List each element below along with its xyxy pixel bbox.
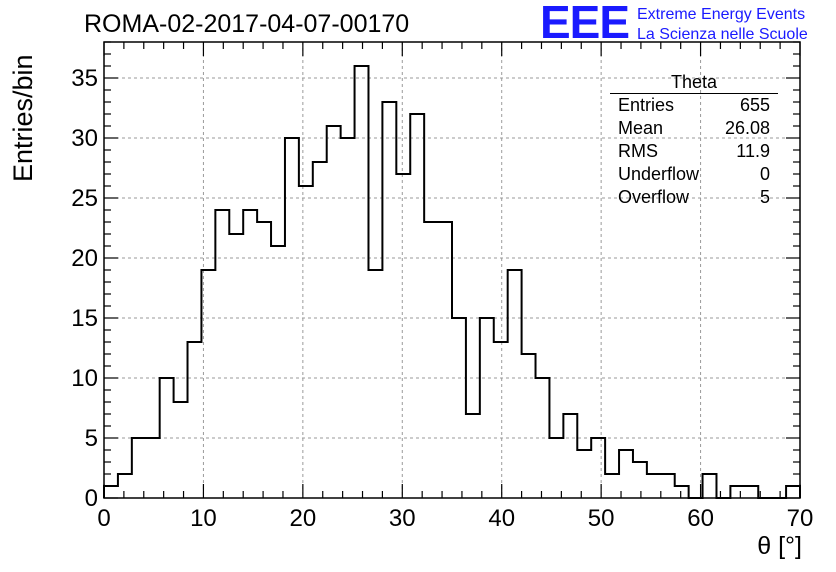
stats-value: 5 xyxy=(759,187,770,207)
axis-ticks xyxy=(103,41,801,499)
stats-row-entries: Entries 655 xyxy=(610,94,778,117)
histogram-line xyxy=(103,65,801,499)
y-tick-label: 0 xyxy=(85,485,98,512)
logo-line-2: La Scienza nelle Scuole xyxy=(637,26,808,43)
stats-value: 655 xyxy=(739,95,770,115)
x-tick-label: 30 xyxy=(389,505,416,532)
stats-value: 26.08 xyxy=(724,118,770,138)
x-tick-label: 0 xyxy=(97,505,110,532)
x-tick-label: 10 xyxy=(190,505,217,532)
logo-text: Extreme Energy Events La Scienza nelle S… xyxy=(637,5,808,45)
stats-value: 0 xyxy=(759,164,770,184)
stats-row-overflow: Overflow 5 xyxy=(610,186,778,209)
logo-mark: EEE xyxy=(540,0,630,48)
y-tick-label: 25 xyxy=(71,185,98,212)
stats-label: RMS xyxy=(618,141,658,161)
stats-label: Entries xyxy=(618,95,675,115)
x-tick-label: 40 xyxy=(488,505,515,532)
y-tick-label: 35 xyxy=(71,65,98,92)
stats-label: Underflow xyxy=(618,164,700,184)
stats-row-rms: RMS 11.9 xyxy=(610,140,778,163)
histogram-series xyxy=(103,65,801,499)
x-tick-label: 70 xyxy=(787,505,814,532)
y-tick-label: 30 xyxy=(71,125,98,152)
x-tick-label: 20 xyxy=(290,505,317,532)
x-axis-label: θ [°] xyxy=(757,532,802,560)
x-tick-label: 60 xyxy=(687,505,714,532)
y-tick-label: 20 xyxy=(71,245,98,272)
stats-label: Overflow xyxy=(618,187,690,207)
stats-value: 11.9 xyxy=(736,141,770,161)
y-tick-label: 10 xyxy=(71,365,98,392)
stats-row-mean: Mean 26.08 xyxy=(610,117,778,140)
stats-row-underflow: Underflow 0 xyxy=(610,163,778,186)
x-tick-label: 50 xyxy=(588,505,615,532)
stats-box: Theta Entries 655 Mean 26.08 RMS 11.9 Un… xyxy=(610,72,778,209)
y-tick-label: 5 xyxy=(85,425,98,452)
stats-title: Theta xyxy=(610,72,778,94)
y-axis-label: Entries/bin xyxy=(8,54,38,182)
stats-label: Mean xyxy=(618,118,664,138)
y-tick-label: 15 xyxy=(71,305,98,332)
logo-line-1: Extreme Energy Events xyxy=(637,6,806,23)
run-title: ROMA-02-2017-04-07-00170 xyxy=(84,10,410,38)
